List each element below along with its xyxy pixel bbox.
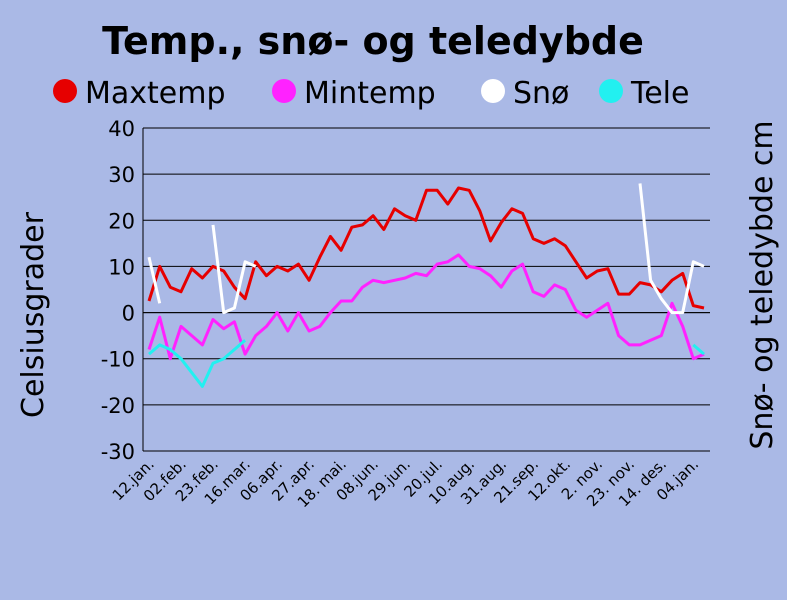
series-lines [147,183,705,388]
axes [142,128,710,451]
series-line-snø [147,183,705,315]
chart-title: Temp., snø- og teledybde [102,19,644,63]
y-tick-label: 10 [108,255,135,279]
y-tick-labels: 40 30 20 10 0 -10 -20 -30 [101,117,135,464]
legend-marker [599,79,623,103]
legend-marker [272,79,296,103]
y-tick-label: -10 [101,348,135,372]
series-line-maxtemp [147,186,705,310]
legend-label: Mintemp [304,76,436,111]
legend-label: Tele [630,76,689,111]
series-line-tele [148,339,705,388]
x-tick-labels: 12.jan.02.feb.23.feb.16.mar.06.apr.27.ap… [109,455,702,511]
y-tick-label: -20 [101,394,135,418]
legend-label: Snø [513,76,569,111]
y-tick-label: 0 [122,302,135,326]
y-tick-label: -30 [101,440,135,464]
legend-marker [481,79,505,103]
legend-marker [53,79,77,103]
y-tick-label: 20 [108,209,135,233]
legend-label: Maxtemp [85,76,226,111]
y2-axis-label: Snø- og teledybde cm [745,120,780,449]
y-tick-label: 40 [108,117,135,141]
legend: Maxtemp Mintemp Snø Tele [53,76,689,111]
y-axis-label: Celsiusgrader [16,211,51,418]
y-tick-label: 30 [108,163,135,187]
